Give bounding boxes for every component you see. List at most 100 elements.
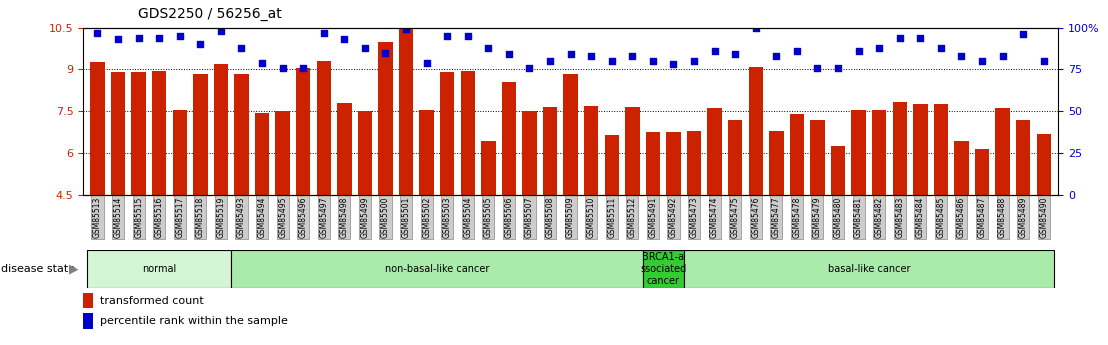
Bar xyxy=(564,73,577,195)
Bar xyxy=(584,106,598,195)
Bar xyxy=(461,71,475,195)
Bar xyxy=(790,114,804,195)
Point xyxy=(521,65,538,70)
Bar xyxy=(975,149,989,195)
Point xyxy=(850,48,868,54)
Point xyxy=(130,35,147,40)
Point xyxy=(500,52,517,57)
Point xyxy=(192,42,209,47)
Bar xyxy=(707,108,721,195)
Point xyxy=(829,65,847,70)
Point xyxy=(973,58,991,64)
Bar xyxy=(420,110,434,195)
Text: non-basal-like cancer: non-basal-like cancer xyxy=(384,264,489,274)
Bar xyxy=(543,107,557,195)
Point xyxy=(397,27,414,32)
Point xyxy=(171,33,188,39)
Bar xyxy=(276,111,290,195)
Bar xyxy=(851,110,865,195)
Bar xyxy=(913,104,927,195)
Bar xyxy=(132,72,146,195)
Text: BRCA1-a
ssociated
cancer: BRCA1-a ssociated cancer xyxy=(640,253,686,286)
Point xyxy=(912,35,930,40)
Point xyxy=(932,45,950,50)
Bar xyxy=(872,110,886,195)
Point xyxy=(356,45,373,50)
Bar xyxy=(481,140,495,195)
Bar xyxy=(684,250,1054,288)
Bar xyxy=(1016,120,1030,195)
Bar xyxy=(605,135,619,195)
Point xyxy=(891,35,909,40)
Bar xyxy=(728,120,742,195)
Bar xyxy=(234,73,248,195)
Bar xyxy=(769,131,783,195)
Bar xyxy=(193,73,207,195)
Point xyxy=(870,45,888,50)
Point xyxy=(439,33,456,39)
Bar xyxy=(358,111,372,195)
Point xyxy=(994,53,1012,59)
Bar xyxy=(337,103,351,195)
Bar xyxy=(893,101,907,195)
Bar xyxy=(995,108,1009,195)
Text: transformed count: transformed count xyxy=(100,296,204,306)
Point xyxy=(583,53,601,59)
Point xyxy=(1035,58,1053,64)
Bar xyxy=(502,82,516,195)
Text: normal: normal xyxy=(142,264,176,274)
Bar xyxy=(831,146,845,195)
Bar xyxy=(88,250,232,288)
Point xyxy=(274,65,291,70)
Bar xyxy=(749,67,763,195)
Point xyxy=(254,60,271,66)
Text: percentile rank within the sample: percentile rank within the sample xyxy=(100,316,288,326)
Bar xyxy=(440,72,454,195)
Point xyxy=(665,62,683,67)
Point xyxy=(624,53,642,59)
Point xyxy=(418,60,435,66)
Point xyxy=(459,33,476,39)
Bar xyxy=(255,113,269,195)
Bar xyxy=(643,250,684,288)
Bar xyxy=(934,104,948,195)
Bar xyxy=(232,250,643,288)
Point xyxy=(541,58,558,64)
Point xyxy=(706,48,724,54)
Text: ▶: ▶ xyxy=(69,263,79,276)
Point xyxy=(212,28,229,34)
Bar xyxy=(666,132,680,195)
Bar xyxy=(214,64,228,195)
Text: disease state: disease state xyxy=(1,264,75,274)
Point xyxy=(377,50,394,56)
Point xyxy=(1014,31,1032,37)
Point xyxy=(644,58,661,64)
Bar xyxy=(625,107,639,195)
Bar xyxy=(296,68,310,195)
Bar xyxy=(111,72,125,195)
Bar xyxy=(378,41,392,195)
Bar xyxy=(399,29,413,195)
Point xyxy=(562,52,579,57)
Point xyxy=(336,37,353,42)
Point xyxy=(788,48,806,54)
Bar xyxy=(687,131,701,195)
Point xyxy=(233,45,250,50)
Point xyxy=(110,37,127,42)
Bar xyxy=(317,61,331,195)
Bar xyxy=(83,293,93,308)
Bar xyxy=(522,111,536,195)
Point xyxy=(480,45,497,50)
Text: GDS2250 / 56256_at: GDS2250 / 56256_at xyxy=(138,7,283,21)
Point xyxy=(151,35,168,40)
Point xyxy=(727,52,745,57)
Bar xyxy=(152,71,166,195)
Point xyxy=(747,25,765,30)
Point xyxy=(89,30,106,36)
Text: basal-like cancer: basal-like cancer xyxy=(828,264,910,274)
Point xyxy=(809,65,827,70)
Point xyxy=(768,53,786,59)
Point xyxy=(603,58,620,64)
Bar xyxy=(954,140,968,195)
Bar xyxy=(173,110,187,195)
